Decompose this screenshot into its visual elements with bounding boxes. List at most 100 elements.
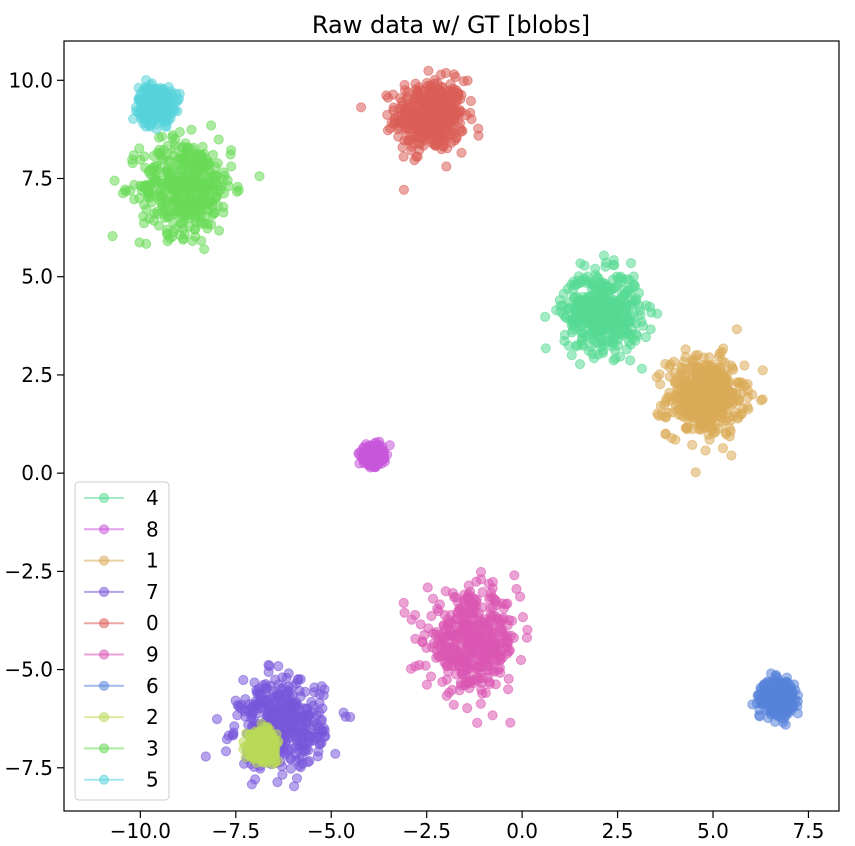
- data-point: [463, 580, 474, 591]
- data-point: [473, 647, 485, 658]
- data-point: [465, 95, 476, 107]
- y-tick-label: 7.5: [21, 167, 53, 191]
- data-point: [469, 613, 480, 624]
- data-point: [495, 645, 506, 657]
- legend-label: 1: [146, 549, 159, 573]
- data-point: [294, 725, 306, 736]
- legend-marker: [98, 712, 110, 723]
- series-4-points: [540, 250, 663, 374]
- data-point: [405, 108, 416, 119]
- data-point: [457, 669, 468, 680]
- data-point: [591, 285, 602, 296]
- data-point: [399, 607, 410, 618]
- data-point: [426, 610, 437, 622]
- data-point: [671, 375, 682, 386]
- data-point: [465, 638, 476, 649]
- data-point: [168, 217, 179, 228]
- legend-label: 7: [146, 580, 159, 604]
- data-point: [200, 751, 211, 762]
- data-point: [149, 208, 160, 219]
- legend-marker: [98, 586, 110, 598]
- y-tick-label: 5.0: [21, 265, 53, 289]
- data-point: [107, 231, 118, 242]
- data-point: [610, 353, 621, 364]
- data-point: [592, 272, 603, 283]
- data-point: [700, 445, 711, 456]
- data-point: [313, 746, 324, 757]
- data-point: [218, 207, 229, 218]
- data-point: [138, 211, 149, 222]
- data-point: [204, 164, 215, 175]
- data-point: [625, 355, 636, 366]
- data-point: [151, 166, 162, 177]
- data-point: [255, 744, 266, 755]
- data-point: [604, 315, 615, 326]
- data-point: [472, 717, 483, 729]
- legend-label: 9: [146, 643, 159, 667]
- data-point: [403, 135, 414, 146]
- data-point: [246, 710, 257, 721]
- data-point: [704, 434, 715, 445]
- data-point: [195, 149, 206, 161]
- data-point: [462, 75, 473, 86]
- data-point: [289, 781, 300, 792]
- data-point: [167, 150, 179, 161]
- x-axis: −10.0 −7.5 −5.0 −2.5 0.0 2.5 5.0 7.5: [110, 811, 824, 843]
- data-point: [614, 316, 626, 327]
- data-point: [197, 141, 208, 152]
- data-point: [139, 151, 150, 162]
- data-point: [232, 710, 243, 721]
- data-point: [482, 672, 493, 684]
- data-point: [582, 306, 594, 317]
- data-point: [710, 426, 721, 438]
- data-point: [485, 609, 496, 620]
- data-point: [690, 467, 701, 478]
- data-point: [428, 638, 439, 649]
- data-point: [399, 85, 411, 96]
- data-point: [356, 102, 367, 113]
- data-point: [606, 296, 617, 307]
- data-point: [441, 161, 452, 172]
- legend-label: 2: [146, 705, 159, 729]
- data-point: [250, 774, 261, 785]
- data-point: [162, 236, 173, 247]
- data-point: [330, 748, 341, 759]
- data-point: [318, 690, 329, 701]
- data-point: [418, 140, 429, 151]
- data-point: [608, 283, 619, 294]
- data-point: [264, 660, 275, 672]
- data-point: [431, 626, 442, 638]
- data-point: [388, 89, 399, 100]
- data-point: [184, 192, 195, 203]
- points-layer: [107, 65, 804, 792]
- data-point: [127, 158, 138, 169]
- data-point: [726, 450, 737, 461]
- data-point: [475, 698, 486, 709]
- data-point: [573, 278, 585, 289]
- data-point: [243, 699, 254, 710]
- data-point: [447, 684, 458, 696]
- legend-marker: [98, 743, 110, 754]
- data-point: [515, 591, 526, 602]
- data-point: [646, 307, 657, 318]
- data-point: [462, 703, 473, 714]
- chart-title: Raw data w/ GT [blobs]: [312, 11, 590, 39]
- data-point: [162, 224, 173, 235]
- data-point: [733, 394, 744, 405]
- data-point: [703, 372, 714, 383]
- data-point: [450, 630, 461, 641]
- data-point: [645, 324, 656, 335]
- legend-marker: [98, 524, 110, 535]
- data-point: [398, 597, 409, 609]
- data-point: [689, 377, 701, 388]
- data-point: [487, 710, 498, 721]
- legend-label: 0: [146, 611, 159, 635]
- data-point: [757, 365, 768, 376]
- series-5-points: [128, 75, 185, 134]
- data-point: [445, 79, 456, 90]
- y-tick-label: −5.0: [4, 658, 53, 682]
- data-point: [477, 602, 488, 613]
- data-point: [212, 158, 223, 169]
- data-point: [695, 419, 707, 430]
